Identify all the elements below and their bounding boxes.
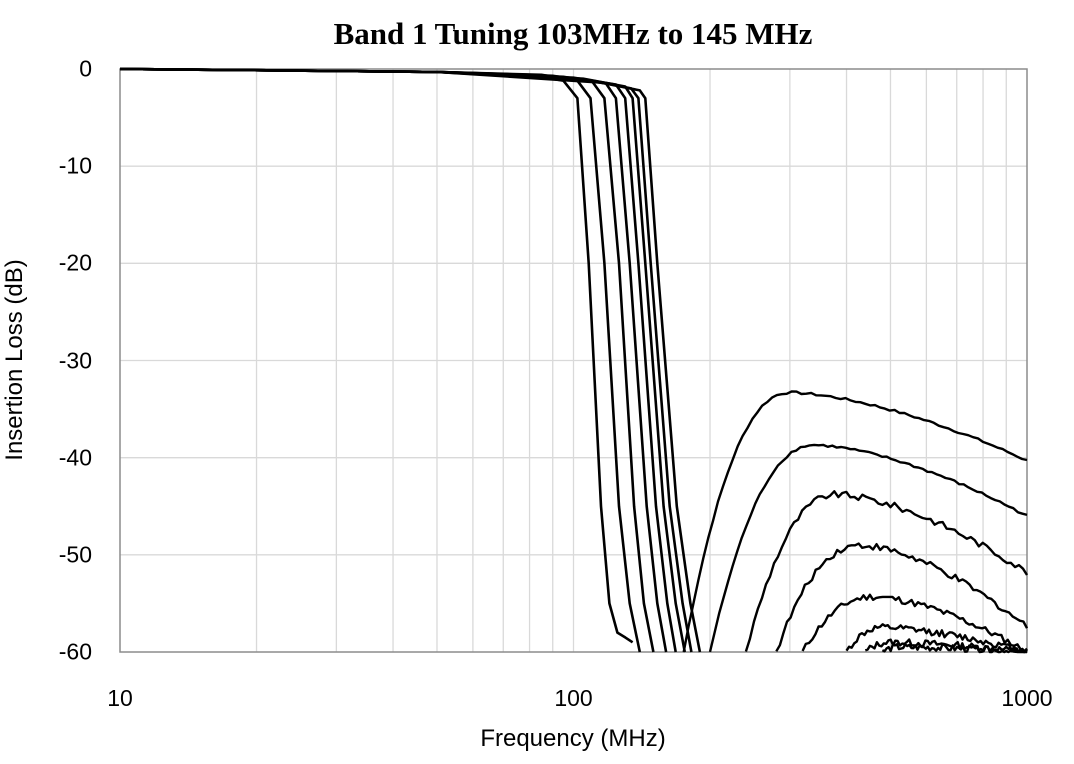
series-hump-line	[682, 390, 1028, 653]
x-tick-label: 1000	[1001, 685, 1053, 711]
data-series	[119, 67, 1029, 654]
x-tick-label: 10	[107, 685, 133, 711]
series-line	[119, 67, 702, 653]
series-hump-line	[744, 490, 1029, 652]
y-tick-label: -10	[58, 152, 92, 179]
series-hump-line	[775, 542, 1029, 652]
series-hump-line	[864, 638, 1028, 654]
series-hump-line	[845, 623, 1028, 654]
plot-frame	[119, 68, 1028, 653]
series-hump-line	[801, 593, 1027, 654]
y-tick-label: -50	[58, 541, 92, 568]
y-tick-label: -40	[58, 444, 92, 471]
grid-lines	[120, 69, 1027, 652]
y-tick-label: -20	[58, 249, 92, 276]
x-tick-label: 100	[554, 685, 593, 711]
x-axis-label: Frequency (MHz)	[480, 725, 666, 752]
series-hump-line	[708, 443, 1028, 653]
series-hump-line	[881, 643, 1028, 654]
series-line	[119, 67, 634, 644]
y-tick-label: -60	[58, 638, 92, 665]
y-tick-label: -30	[58, 347, 92, 373]
chart-title: Band 1 Tuning 103MHz to 145 MHz	[333, 16, 813, 51]
y-tick-label: 0	[79, 55, 92, 82]
